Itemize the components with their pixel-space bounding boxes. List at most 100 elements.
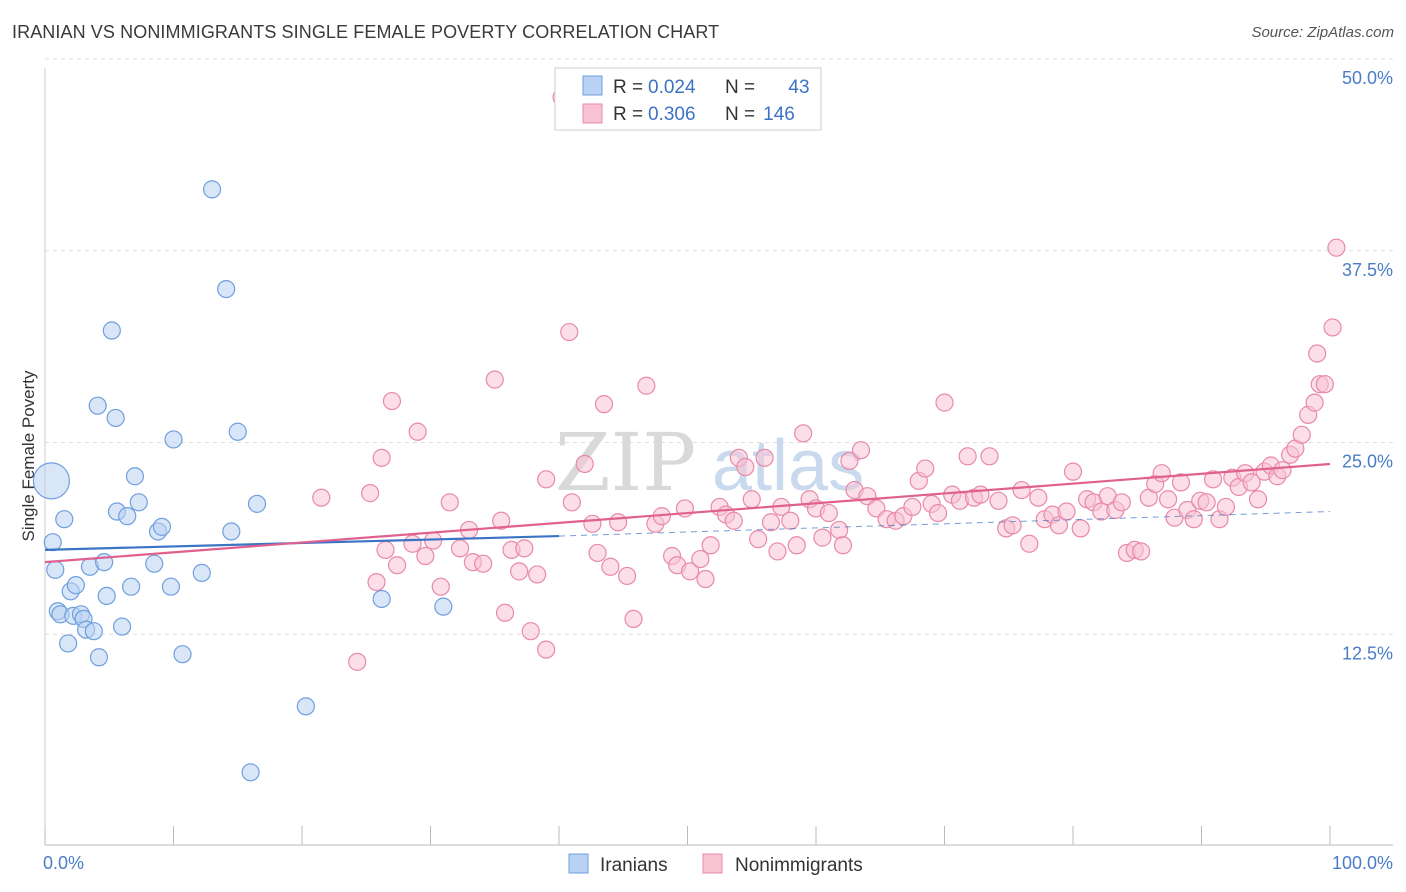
nonimmigrants-point: [537, 640, 556, 659]
nonimmigrants-point: [1003, 516, 1022, 535]
x-tick-label-min: 0.0%: [43, 853, 84, 873]
iranians-trend-extension: [558, 511, 1331, 537]
iranians-point: [106, 408, 125, 428]
nonimmigrants-point: [403, 534, 422, 553]
nonimmigrants-point: [1315, 375, 1334, 394]
watermark-atlas: atlas: [712, 426, 864, 506]
nonimmigrants-point: [749, 530, 768, 549]
nonimmigrants-point: [1063, 462, 1083, 481]
nonimmigrants-point: [348, 652, 367, 671]
nonimmigrants-point: [830, 520, 849, 540]
nonimmigrants-point: [609, 513, 628, 532]
nonimmigrants-point: [958, 447, 977, 466]
nonimmigrants-point: [1308, 344, 1327, 363]
nonimmigrants-point: [787, 536, 806, 555]
nonimmigrants-point: [618, 566, 637, 586]
iranians-point: [222, 522, 241, 541]
nonimmigrants-point: [980, 447, 999, 466]
bottom-legend-swatch-iranians: [568, 853, 589, 874]
bottom-legend-nonimmigrants: Nonimmigrants: [735, 855, 863, 876]
iranians-point: [228, 422, 247, 441]
iranians-point: [173, 645, 192, 664]
nonimmigrants-point: [372, 448, 391, 467]
nonimmigrants-point: [903, 497, 922, 517]
nonimmigrants-point: [1242, 473, 1261, 492]
nonimmigrants-point: [1012, 480, 1031, 500]
nonimmigrants-point: [537, 470, 556, 489]
trend-lines: [44, 462, 1331, 564]
iranians-point: [434, 597, 453, 616]
nonimmigrants-point: [1029, 488, 1048, 507]
nonimmigrants-point: [696, 569, 715, 589]
nonimmigrants-point: [1152, 464, 1171, 483]
bottom-legend-swatch-nonimmigrants: [702, 853, 723, 874]
nonimmigrants-point: [312, 488, 331, 507]
nonimmigrants-point: [387, 556, 407, 575]
nonimmigrants-point: [1171, 473, 1191, 492]
nonimmigrants-point: [1158, 490, 1178, 509]
legend-n-value-iranians: 43: [788, 77, 809, 98]
iranians-point: [247, 494, 267, 513]
legend-swatch-iranians: [582, 75, 603, 96]
y-tick-label: 50.0%: [1342, 68, 1393, 88]
chart-title: IRANIAN VS NONIMMIGRANTS SINGLE FEMALE P…: [12, 22, 720, 42]
nonimmigrants-point: [833, 536, 853, 555]
y-tick-label: 12.5%: [1342, 643, 1393, 663]
nonimmigrants-point: [485, 370, 504, 389]
nonimmigrants-point: [510, 562, 529, 581]
nonimmigrants-point: [515, 539, 534, 558]
nonimmigrants-point: [361, 484, 380, 503]
iranians-point: [88, 396, 107, 415]
nonimmigrants-point: [1049, 516, 1068, 535]
data-points: [32, 88, 1346, 782]
legend-swatch-nonimmigrants: [582, 103, 603, 124]
bottom-legend-iranians: Iranians: [600, 855, 668, 876]
bottom-legend: Iranians Nonimmigrants: [568, 853, 863, 876]
nonimmigrants-point: [851, 441, 871, 460]
nonimmigrants-point: [755, 448, 774, 467]
nonimmigrants-point: [1112, 493, 1131, 512]
nonimmigrants-point: [989, 491, 1008, 510]
tick-labels: 12.5% 25.0% 37.5% 50.0% 0.0% 100.0%: [43, 68, 1393, 873]
nonimmigrants-point: [492, 511, 511, 530]
nonimmigrants-point: [1216, 497, 1236, 517]
nonimmigrants-trend-line: [44, 462, 1331, 564]
iranians-point: [46, 560, 65, 579]
nonimmigrants-point: [1071, 519, 1090, 538]
nonimmigrants-point: [1305, 393, 1324, 412]
iranians-point: [145, 554, 164, 573]
legend-r-label-iranians: R =: [613, 77, 643, 98]
iranians-point: [125, 467, 145, 486]
iranians-point: [89, 648, 109, 667]
nonimmigrants-point: [701, 536, 720, 555]
nonimmigrants-point: [474, 554, 493, 573]
nonimmigrants-point: [521, 622, 540, 641]
nonimmigrants-point: [440, 493, 459, 512]
nonimmigrants-point: [736, 457, 755, 477]
legend-r-value-nonimmigrants: 0.306: [648, 104, 696, 125]
nonimmigrants-point: [691, 549, 710, 569]
nonimmigrants-point: [1248, 490, 1268, 509]
iranians-point: [372, 589, 391, 609]
x-tick-label-max: 100.0%: [1332, 853, 1393, 873]
iranians-point: [66, 576, 85, 595]
nonimmigrants-point: [495, 603, 515, 622]
nonimmigrants-point: [1057, 502, 1076, 521]
nonimmigrants-point: [1273, 461, 1292, 480]
nonimmigrants-point: [1184, 510, 1203, 529]
nonimmigrants-point: [637, 376, 656, 395]
y-tick-label: 37.5%: [1342, 260, 1393, 280]
legend-r-value-iranians: 0.024: [648, 77, 696, 98]
nonimmigrants-point: [928, 503, 948, 523]
nonimmigrants-point: [528, 565, 547, 584]
iranians-point: [217, 280, 236, 299]
legend-n-label-nonimmigrants: N =: [725, 104, 755, 125]
nonimmigrants-point: [367, 572, 386, 592]
legend-n-value-nonimmigrants: 146: [763, 104, 795, 125]
nonimmigrants-point: [1197, 493, 1216, 512]
nonimmigrants-point: [1323, 318, 1342, 337]
nonimmigrants-point: [408, 422, 427, 441]
nonimmigrants-point: [1203, 470, 1223, 489]
nonimmigrants-point: [583, 514, 602, 533]
